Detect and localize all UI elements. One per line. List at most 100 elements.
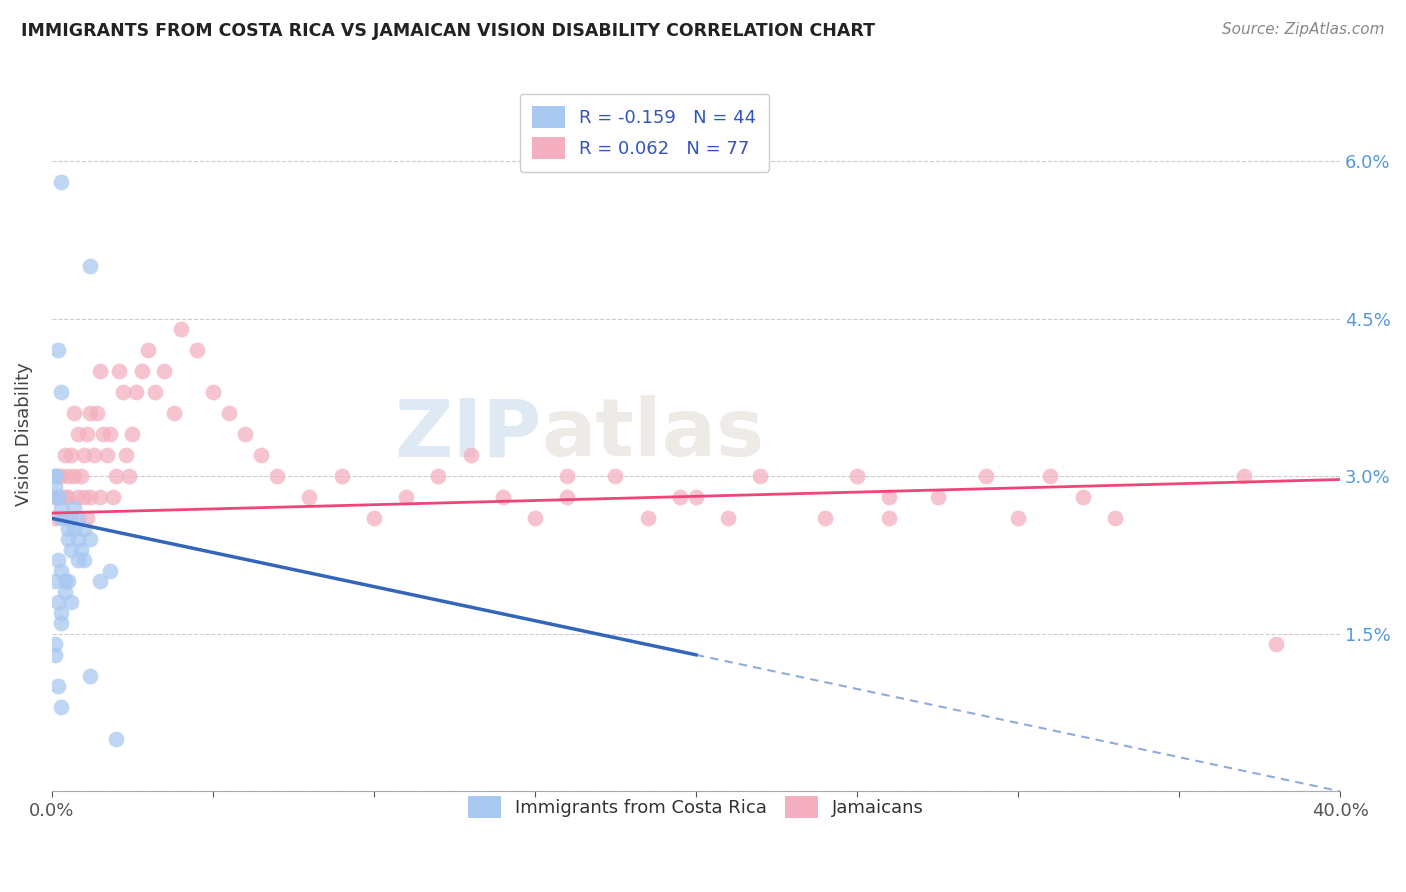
Point bbox=[46, 343, 69, 358]
Point bbox=[79, 669, 101, 683]
Point bbox=[218, 406, 240, 420]
Point bbox=[76, 427, 98, 442]
Point bbox=[669, 491, 692, 505]
Point bbox=[44, 574, 66, 589]
Point bbox=[51, 500, 73, 515]
Point bbox=[53, 584, 76, 599]
Point bbox=[1233, 469, 1256, 483]
Point bbox=[250, 448, 273, 462]
Point bbox=[79, 406, 101, 420]
Point bbox=[73, 448, 96, 462]
Point bbox=[44, 511, 66, 525]
Point bbox=[60, 511, 83, 525]
Point bbox=[105, 731, 128, 746]
Point bbox=[91, 427, 114, 442]
Point bbox=[60, 595, 83, 609]
Text: Source: ZipAtlas.com: Source: ZipAtlas.com bbox=[1222, 22, 1385, 37]
Point bbox=[56, 491, 79, 505]
Point bbox=[53, 448, 76, 462]
Point bbox=[44, 491, 66, 505]
Point bbox=[83, 448, 105, 462]
Point bbox=[66, 427, 89, 442]
Point bbox=[749, 469, 772, 483]
Point bbox=[69, 469, 91, 483]
Point bbox=[51, 385, 73, 400]
Point bbox=[66, 553, 89, 567]
Point bbox=[66, 533, 89, 547]
Point bbox=[51, 606, 73, 620]
Point bbox=[555, 469, 578, 483]
Point bbox=[98, 427, 121, 442]
Point bbox=[143, 385, 166, 400]
Point bbox=[73, 522, 96, 536]
Text: ZIP: ZIP bbox=[394, 395, 541, 474]
Point bbox=[51, 176, 73, 190]
Point bbox=[56, 469, 79, 483]
Point bbox=[66, 491, 89, 505]
Point bbox=[846, 469, 869, 483]
Point bbox=[266, 469, 288, 483]
Point bbox=[685, 491, 707, 505]
Point bbox=[1007, 511, 1029, 525]
Point bbox=[717, 511, 740, 525]
Point bbox=[63, 406, 86, 420]
Point bbox=[69, 542, 91, 557]
Point bbox=[63, 500, 86, 515]
Point bbox=[523, 511, 546, 525]
Point bbox=[51, 511, 73, 525]
Point bbox=[108, 364, 131, 378]
Point bbox=[73, 491, 96, 505]
Point bbox=[44, 469, 66, 483]
Point bbox=[363, 511, 385, 525]
Point bbox=[186, 343, 208, 358]
Point bbox=[79, 533, 101, 547]
Point bbox=[60, 542, 83, 557]
Point bbox=[63, 522, 86, 536]
Point bbox=[121, 427, 143, 442]
Point bbox=[46, 679, 69, 693]
Point bbox=[105, 469, 128, 483]
Point bbox=[101, 491, 124, 505]
Point bbox=[1104, 511, 1126, 525]
Point bbox=[53, 511, 76, 525]
Point bbox=[153, 364, 176, 378]
Point bbox=[73, 553, 96, 567]
Point bbox=[46, 553, 69, 567]
Point bbox=[53, 491, 76, 505]
Point bbox=[169, 322, 191, 336]
Point bbox=[201, 385, 224, 400]
Point bbox=[66, 511, 89, 525]
Point bbox=[131, 364, 153, 378]
Point bbox=[605, 469, 627, 483]
Point bbox=[89, 364, 111, 378]
Point bbox=[395, 491, 418, 505]
Point bbox=[79, 491, 101, 505]
Point bbox=[44, 480, 66, 494]
Point bbox=[56, 574, 79, 589]
Legend: Immigrants from Costa Rica, Jamaicans: Immigrants from Costa Rica, Jamaicans bbox=[461, 789, 931, 825]
Point bbox=[96, 448, 118, 462]
Point bbox=[51, 700, 73, 714]
Point bbox=[44, 648, 66, 662]
Text: IMMIGRANTS FROM COSTA RICA VS JAMAICAN VISION DISABILITY CORRELATION CHART: IMMIGRANTS FROM COSTA RICA VS JAMAICAN V… bbox=[21, 22, 875, 40]
Point bbox=[1264, 637, 1286, 651]
Point bbox=[124, 385, 146, 400]
Point bbox=[46, 595, 69, 609]
Y-axis label: Vision Disability: Vision Disability bbox=[15, 362, 32, 507]
Point bbox=[46, 491, 69, 505]
Point bbox=[118, 469, 141, 483]
Point bbox=[877, 511, 900, 525]
Point bbox=[927, 491, 949, 505]
Point bbox=[111, 385, 134, 400]
Point bbox=[60, 448, 83, 462]
Point bbox=[86, 406, 108, 420]
Point bbox=[46, 469, 69, 483]
Point bbox=[79, 260, 101, 274]
Point bbox=[298, 491, 321, 505]
Point bbox=[51, 564, 73, 578]
Text: atlas: atlas bbox=[541, 395, 765, 474]
Point bbox=[233, 427, 256, 442]
Point bbox=[89, 574, 111, 589]
Point bbox=[115, 448, 138, 462]
Point bbox=[89, 491, 111, 505]
